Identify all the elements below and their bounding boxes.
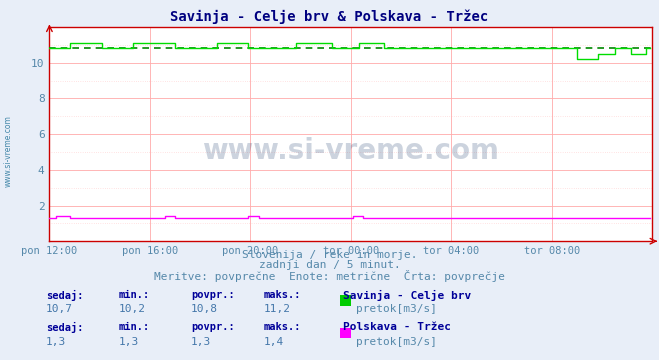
Text: 1,4: 1,4 [264,337,284,347]
Text: 10,8: 10,8 [191,304,218,314]
Text: Savinja - Celje brv: Savinja - Celje brv [343,290,471,301]
Text: 1,3: 1,3 [119,337,139,347]
Text: Slovenija / reke in morje.: Slovenija / reke in morje. [242,250,417,260]
Text: povpr.:: povpr.: [191,322,235,332]
Text: Polskava - Tržec: Polskava - Tržec [343,322,451,332]
Text: 1,3: 1,3 [46,337,67,347]
Text: Savinja - Celje brv & Polskava - Tržec: Savinja - Celje brv & Polskava - Tržec [171,9,488,23]
Text: 11,2: 11,2 [264,304,291,314]
Text: sedaj:: sedaj: [46,322,84,333]
Text: zadnji dan / 5 minut.: zadnji dan / 5 minut. [258,260,401,270]
Text: maks.:: maks.: [264,290,301,300]
Text: sedaj:: sedaj: [46,290,84,301]
Text: maks.:: maks.: [264,322,301,332]
Text: min.:: min.: [119,290,150,300]
Text: pretok[m3/s]: pretok[m3/s] [356,304,437,314]
Text: www.si-vreme.com: www.si-vreme.com [202,137,500,165]
Text: Meritve: povprečne  Enote: metrične  Črta: povprečje: Meritve: povprečne Enote: metrične Črta:… [154,270,505,282]
Text: 10,7: 10,7 [46,304,73,314]
Text: povpr.:: povpr.: [191,290,235,300]
Text: min.:: min.: [119,322,150,332]
Text: 1,3: 1,3 [191,337,212,347]
Text: www.si-vreme.com: www.si-vreme.com [4,115,13,187]
Text: 10,2: 10,2 [119,304,146,314]
Text: pretok[m3/s]: pretok[m3/s] [356,337,437,347]
